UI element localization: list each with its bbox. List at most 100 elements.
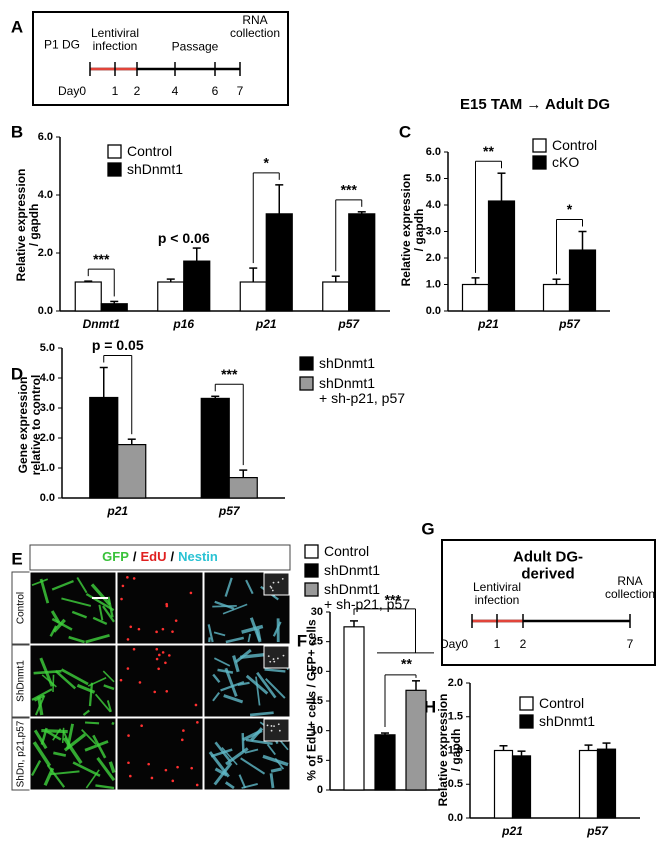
cell-process (256, 671, 277, 699)
cell-process (60, 668, 89, 686)
y-tick-label: 0.5 (448, 778, 463, 790)
edu-nucleus (158, 653, 161, 657)
bar (228, 477, 258, 499)
significance-label: p < 0.06 (158, 230, 210, 246)
cell-process (241, 732, 245, 753)
cell-process (68, 635, 85, 644)
bar (322, 281, 350, 312)
legend-swatch (107, 144, 122, 159)
inset-dot (276, 657, 279, 660)
edu-nucleus (157, 667, 160, 671)
edu-nucleus (147, 762, 150, 766)
inset (263, 645, 290, 669)
error-bar (99, 366, 108, 398)
inset (263, 572, 290, 596)
cell-process (247, 633, 251, 643)
timeline-box (32, 11, 289, 106)
inset-dot (269, 660, 272, 663)
edu-nucleus (180, 738, 184, 742)
error-bar (166, 278, 175, 282)
edu-nucleus (161, 627, 165, 631)
bar (89, 396, 119, 499)
error-bar (412, 680, 420, 691)
cell-process (108, 761, 116, 774)
error-bar (350, 620, 358, 627)
cell-process (213, 762, 233, 786)
legend-swatch (299, 376, 314, 391)
significance-label: * (567, 201, 573, 217)
x-tick-label: p21 (477, 317, 499, 331)
edu-nucleus (119, 678, 123, 682)
y-tick-label: 3.0 (426, 225, 441, 237)
inset-dot (271, 589, 274, 592)
error-bar (249, 267, 258, 282)
edu-nucleus (189, 591, 193, 595)
y-tick-label: 2.0 (448, 677, 463, 689)
timeline-label: Lentiviral infection (90, 25, 140, 53)
bar (343, 626, 365, 791)
error-bar (357, 211, 366, 214)
edu-nucleus (161, 651, 165, 654)
edu-nucleus (127, 734, 130, 737)
bar (100, 303, 128, 312)
cell-process (225, 636, 245, 644)
bar (117, 444, 147, 499)
edu-nucleus (171, 630, 174, 633)
edu-nucleus (127, 761, 130, 765)
timeline-day: 2 (134, 84, 141, 98)
edu-nucleus (168, 654, 171, 657)
cell-process (84, 740, 109, 752)
legend-label: Control (552, 137, 598, 153)
inset-dot (270, 586, 273, 589)
inset-dot (277, 723, 280, 726)
cell-process (224, 781, 235, 790)
micrograph (29, 644, 117, 718)
timeline-day: Day0 (58, 84, 86, 98)
y-tick-label: 0.0 (448, 812, 463, 824)
cell-process (214, 741, 231, 762)
edu-nucleus (140, 724, 143, 727)
error-bar (517, 750, 526, 756)
x-tick-label: p16 (172, 317, 194, 331)
cell-process (212, 604, 237, 608)
error-bar (602, 742, 611, 750)
bar (265, 213, 293, 312)
legend-label: shDnmt1 + sh-p21, p57 (319, 375, 406, 407)
bar (542, 283, 571, 312)
bar (596, 748, 617, 819)
y-tick-label: 2.0 (40, 432, 55, 444)
cell-process (262, 754, 289, 767)
edu-nucleus (155, 630, 158, 634)
edu-nucleus (182, 729, 185, 732)
panel-label: C (399, 122, 411, 141)
micrograph (116, 717, 204, 791)
timeline-title: Adult DG-derived (513, 548, 583, 582)
cell-process (40, 727, 48, 745)
y-tick-label: 1.0 (426, 278, 441, 290)
y-tick-label: 20 (311, 665, 323, 677)
y-tick-label: 4.0 (38, 189, 53, 201)
cell-process (102, 670, 115, 683)
micrograph (116, 571, 204, 645)
cell-process (232, 655, 240, 673)
micrograph (116, 644, 204, 718)
x-tick-label: p57 (586, 824, 609, 838)
bar (511, 755, 532, 819)
inset (263, 718, 290, 742)
cell-process (96, 757, 116, 782)
cell-process (214, 600, 235, 610)
bar (493, 749, 514, 819)
cell-process (85, 633, 110, 644)
cell-process (245, 579, 254, 595)
error-bar (499, 745, 508, 751)
bar (200, 397, 230, 499)
panel-label: G (421, 519, 434, 538)
edu-nucleus (155, 647, 159, 651)
cell-process (82, 709, 90, 716)
bar (405, 689, 427, 791)
inset-dot (270, 725, 273, 727)
cell-process (270, 767, 282, 773)
y-axis-label: Gene expression relative to control (15, 374, 43, 476)
bar (157, 281, 185, 312)
edu-nucleus (132, 577, 136, 580)
